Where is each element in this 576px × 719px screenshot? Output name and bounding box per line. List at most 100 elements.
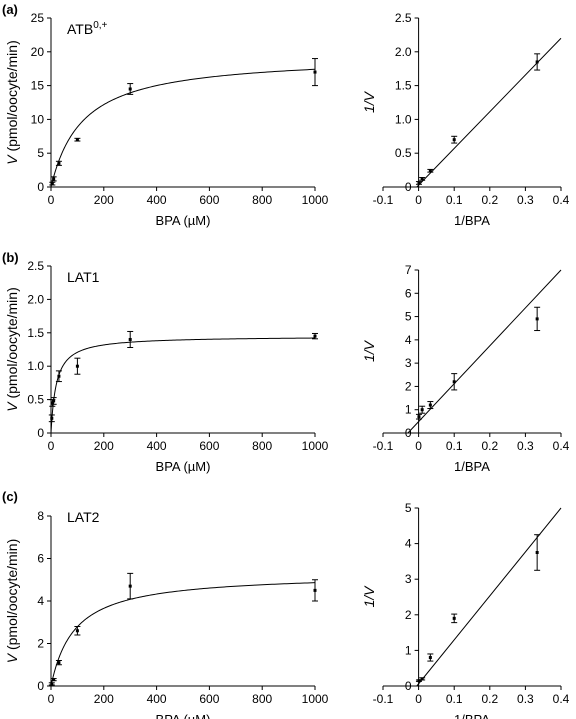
data-marker [417, 181, 421, 185]
data-marker [452, 138, 456, 142]
x-tick-label: 0.2 [481, 439, 498, 453]
x-tick-label: 0.3 [517, 692, 534, 706]
y-tick-label: 15 [31, 79, 45, 93]
fit-line [416, 37, 562, 188]
data-point [312, 332, 318, 340]
data-point [415, 181, 422, 185]
data-marker [535, 317, 539, 321]
y-axis-label-rest: (pmol/oocyte/min) [4, 287, 20, 402]
data-marker [50, 416, 54, 420]
x-tick-label: 0.3 [517, 439, 534, 453]
data-marker [52, 678, 56, 682]
data-marker [128, 584, 132, 588]
data-marker [128, 337, 132, 341]
x-tick-label: 0.1 [446, 439, 463, 453]
y-tick-label: 4 [37, 594, 44, 608]
panel-label: (a) [2, 2, 18, 17]
y-axis-label-italic: 1/V [361, 339, 377, 362]
data-marker [75, 629, 79, 633]
fit-curve [50, 337, 316, 434]
y-tick-label: 1 [405, 643, 412, 657]
data-marker [420, 677, 424, 681]
data-marker [50, 682, 54, 686]
data-point [419, 677, 426, 681]
x-tick-label: 1000 [302, 193, 329, 207]
y-tick-label: 2.5 [27, 259, 44, 273]
y-tick-label: 6 [405, 286, 412, 300]
data-point [48, 414, 55, 423]
y-tick-label: 5 [405, 310, 412, 324]
data-marker [52, 177, 56, 181]
x-tick-label: 0.4 [553, 193, 570, 207]
y-axis-label: 1/V [361, 585, 377, 608]
panel-label: (c) [2, 489, 18, 504]
x-tick-label: 0.1 [446, 193, 463, 207]
data-point [419, 405, 426, 414]
data-point [74, 626, 81, 636]
y-tick-label: 20 [31, 45, 45, 59]
y-axis-label: 1/V [361, 90, 377, 113]
x-axis-label: 1/BPA [454, 213, 490, 228]
y-axis-label: V (pmol/oocyte/min) [4, 539, 20, 664]
y-tick-label: 2 [37, 637, 44, 651]
chart-title: LAT2 [67, 509, 100, 525]
data-point [50, 397, 57, 405]
x-tick-label: 0.4 [553, 692, 570, 706]
y-axis-label-italic: V [4, 401, 20, 412]
y-tick-label: 2 [405, 608, 412, 622]
y-tick-label: 1 [405, 403, 412, 417]
x-tick-label: -0.1 [373, 193, 394, 207]
data-point [534, 534, 541, 571]
x-tick-label: 800 [252, 692, 272, 706]
x-tick-label: 600 [199, 193, 219, 207]
data-marker [420, 408, 424, 412]
y-tick-label: 4 [405, 537, 412, 551]
panel-label: (b) [2, 250, 19, 265]
data-marker [420, 177, 424, 181]
data-point [419, 177, 426, 181]
data-marker [535, 551, 539, 554]
data-marker [313, 70, 317, 74]
y-axis-label-italic: 1/V [361, 90, 377, 113]
chart-panel-6: -0.1 0 0.1 0.2 0.3 0.4 0 1 2 3 4 5 1/BPA 1/V [361, 501, 570, 719]
x-tick-label: 200 [94, 439, 114, 453]
x-tick-label: 600 [199, 439, 219, 453]
data-point [127, 572, 134, 600]
data-marker [428, 403, 432, 407]
data-point [55, 160, 62, 166]
chart-title-main: LAT1 [67, 269, 100, 285]
fit-line [407, 269, 562, 434]
y-tick-label: 2.0 [395, 45, 412, 59]
chart-panel-3: 0 200 400 600 800 1000 0 0.5 1.0 1.5 2.0 2.5 BPA (µM… [2, 250, 329, 474]
x-tick-label: 400 [147, 439, 167, 453]
y-axis-label: 1/V [361, 339, 377, 362]
data-marker [417, 679, 421, 683]
x-tick-label: -0.1 [373, 439, 394, 453]
x-tick-label: 0 [415, 439, 422, 453]
x-tick-label: 400 [147, 692, 167, 706]
y-tick-label: 6 [37, 552, 44, 566]
x-tick-label: 1000 [302, 692, 329, 706]
y-axis-label-italic: V [4, 652, 20, 663]
data-point [55, 370, 62, 383]
data-marker [57, 374, 61, 378]
x-tick-label: 0 [415, 193, 422, 207]
x-tick-label: 1000 [302, 439, 329, 453]
x-tick-label: 600 [199, 692, 219, 706]
chart-title: ATB0,+ [67, 20, 108, 37]
chart-title-main: LAT2 [67, 509, 100, 525]
x-tick-label: 0.4 [553, 439, 570, 453]
y-tick-label: 0.5 [395, 146, 412, 160]
y-tick-label: 3 [405, 572, 412, 586]
y-tick-label: 8 [37, 509, 44, 523]
chart-panel-5: 0 200 400 600 800 1000 0 2 4 6 8 BPA (µM) V (pmol/oo… [2, 489, 329, 719]
y-tick-label: 25 [31, 11, 45, 25]
data-point [427, 653, 434, 662]
x-tick-label: 400 [147, 193, 167, 207]
data-marker [52, 399, 56, 403]
data-marker [428, 169, 432, 173]
chart-title: LAT1 [67, 269, 100, 285]
data-point [49, 181, 56, 186]
y-axis-label: V (pmol/oocyte/min) [4, 40, 20, 165]
